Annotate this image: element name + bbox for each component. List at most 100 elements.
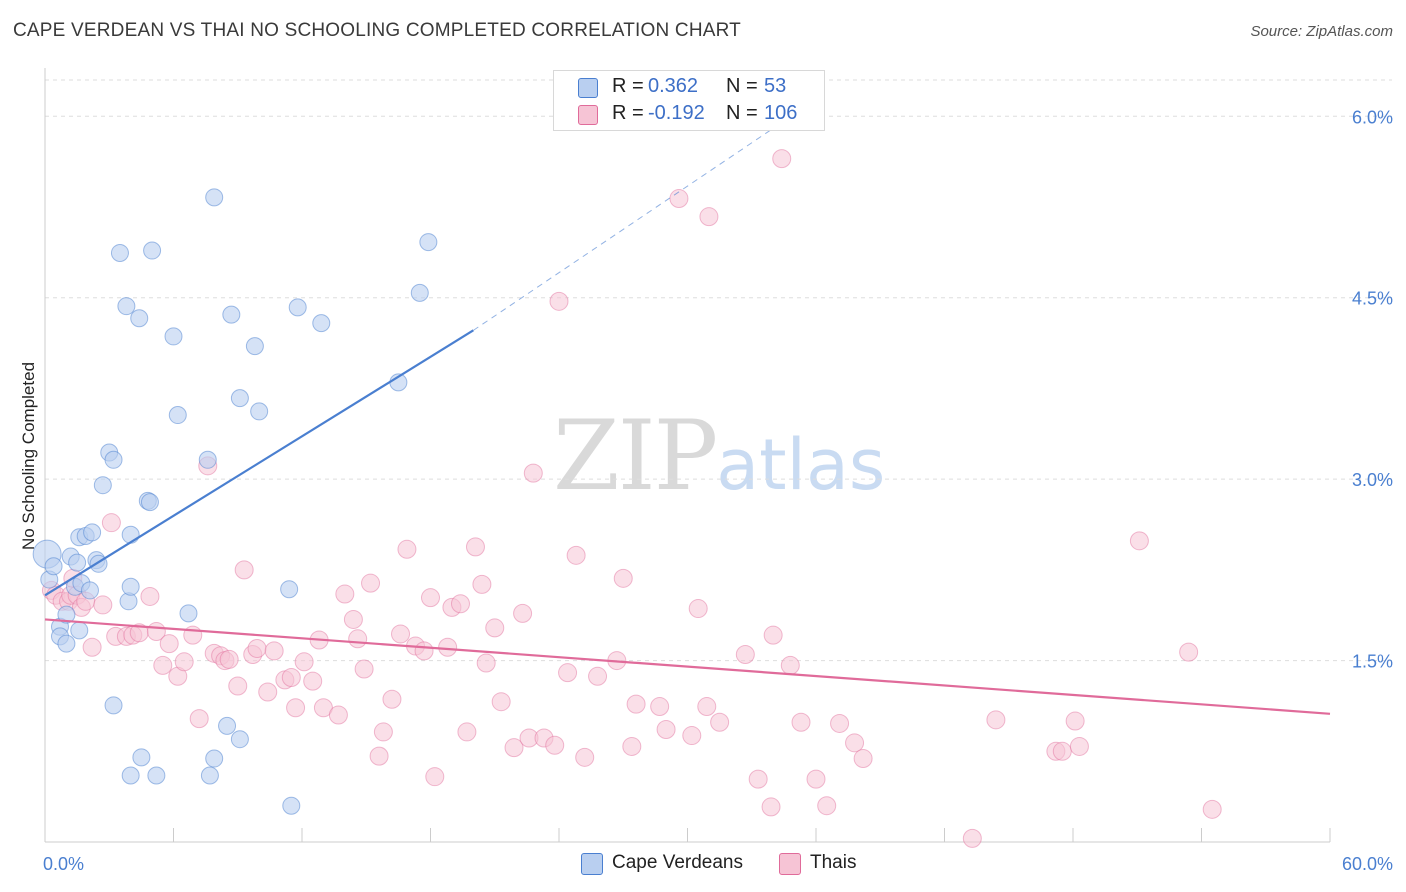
thai-point xyxy=(373,722,393,742)
cape-verdean-point xyxy=(168,406,187,425)
thai-point xyxy=(258,682,278,702)
cape-verdean-point xyxy=(164,327,183,346)
cape-verdean-point xyxy=(250,402,269,421)
legend-n-value: 53 xyxy=(764,75,787,97)
thai-point xyxy=(986,710,1006,730)
thai-point xyxy=(414,641,434,661)
thai-point xyxy=(806,769,826,789)
thai-point xyxy=(391,624,411,644)
y-tick-label: 3.0% xyxy=(1352,470,1393,490)
cape-verdean-point xyxy=(410,283,429,302)
thai-point xyxy=(656,720,676,740)
thai-point xyxy=(558,663,578,683)
thai-point xyxy=(313,698,333,718)
bottom-legend-swatch-blue xyxy=(581,853,603,875)
legend-row-cape-verdeans: R = 0.362 N = 53 xyxy=(554,75,824,99)
thai-point xyxy=(421,588,440,608)
cape-verdean-point xyxy=(80,581,99,600)
thai-point xyxy=(622,736,642,756)
cape-verdean-point xyxy=(282,796,301,815)
cape-verdean-point xyxy=(57,634,76,653)
thai-point xyxy=(735,645,755,665)
bottom-legend-label: Cape Verdeans xyxy=(612,852,743,873)
thai-point xyxy=(688,599,708,619)
thai-point xyxy=(348,629,368,649)
thai-point xyxy=(369,746,389,766)
thai-point xyxy=(1069,736,1089,756)
cape-verdean-points xyxy=(32,188,438,815)
thai-point xyxy=(780,655,800,675)
legend-swatch-pink xyxy=(578,105,598,125)
thai-point xyxy=(549,291,569,311)
cape-verdean-point xyxy=(230,389,249,408)
thai-point xyxy=(438,637,458,657)
thai-point xyxy=(247,638,267,658)
thai-point xyxy=(485,618,505,638)
thai-point xyxy=(264,641,284,661)
thai-point xyxy=(153,655,173,675)
cape-verdean-point xyxy=(147,766,166,785)
thai-point xyxy=(174,652,194,672)
cape-verdean-point xyxy=(312,314,331,333)
thai-point xyxy=(513,603,533,623)
x-tick-label: 60.0% xyxy=(1342,854,1393,874)
thai-point xyxy=(189,709,209,729)
thai-point xyxy=(791,712,811,732)
thai-point xyxy=(772,149,792,169)
bottom-legend-swatch-pink xyxy=(779,853,801,875)
thai-point xyxy=(682,726,702,746)
cape-verdean-point xyxy=(280,580,299,599)
watermark-zip: ZIP xyxy=(553,400,718,512)
cape-verdean-point xyxy=(245,337,264,356)
thai-point xyxy=(101,513,121,533)
cape-verdean-point xyxy=(198,450,217,469)
cape-verdean-point xyxy=(117,297,136,316)
thai-point xyxy=(566,545,586,565)
thai-trend-line xyxy=(44,618,1331,715)
thai-points xyxy=(41,149,1222,848)
cape-verdean-point xyxy=(218,716,237,735)
thai-point xyxy=(1179,642,1199,662)
y-tick-label: 6.0% xyxy=(1352,107,1393,127)
thai-point xyxy=(1202,799,1222,819)
cape-verdean-point xyxy=(83,523,102,542)
thai-point xyxy=(575,747,595,767)
x-tick-label: 0.0% xyxy=(43,854,84,874)
thai-point xyxy=(234,560,254,580)
thai-point xyxy=(465,537,485,557)
thai-point xyxy=(335,584,355,604)
thai-point xyxy=(710,712,730,732)
thai-point xyxy=(763,625,783,645)
cape-verdean-point xyxy=(57,605,76,624)
cape-verdean-point xyxy=(419,233,438,252)
cape-verdean-point xyxy=(222,305,241,324)
trend-lines xyxy=(44,127,1331,715)
y-tick-label: 1.5% xyxy=(1352,652,1393,672)
thai-point xyxy=(697,697,717,717)
thai-point xyxy=(845,733,865,753)
thai-point xyxy=(397,539,417,559)
tick-labels: 1.5% 3.0% 4.5% 6.0% 0.0% 60.0% xyxy=(43,107,1393,874)
cape-verdean-point xyxy=(93,476,112,495)
legend-n-label: N = xyxy=(726,102,758,124)
thai-point xyxy=(343,609,363,629)
thai-point xyxy=(669,189,689,209)
legend-n-value: 106 xyxy=(764,102,798,124)
thai-point xyxy=(650,697,670,717)
cape-verdean-point xyxy=(70,621,89,640)
cape-verdean-point xyxy=(230,730,249,749)
thai-point xyxy=(450,594,470,614)
legend-r-value: 0.362 xyxy=(648,75,699,97)
thai-point xyxy=(748,769,768,789)
cape-verdean-point xyxy=(140,493,159,512)
thai-point xyxy=(626,694,646,714)
watermark: ZIPatlas xyxy=(553,400,885,512)
y-tick-label: 4.5% xyxy=(1352,289,1393,309)
thai-point xyxy=(523,463,543,483)
thai-point xyxy=(140,586,160,606)
thai-point xyxy=(294,652,314,672)
thai-point xyxy=(1052,741,1072,761)
legend-r-value: -0.192 xyxy=(648,102,705,124)
cape-verdean-point xyxy=(110,243,129,262)
axes xyxy=(44,68,1331,843)
